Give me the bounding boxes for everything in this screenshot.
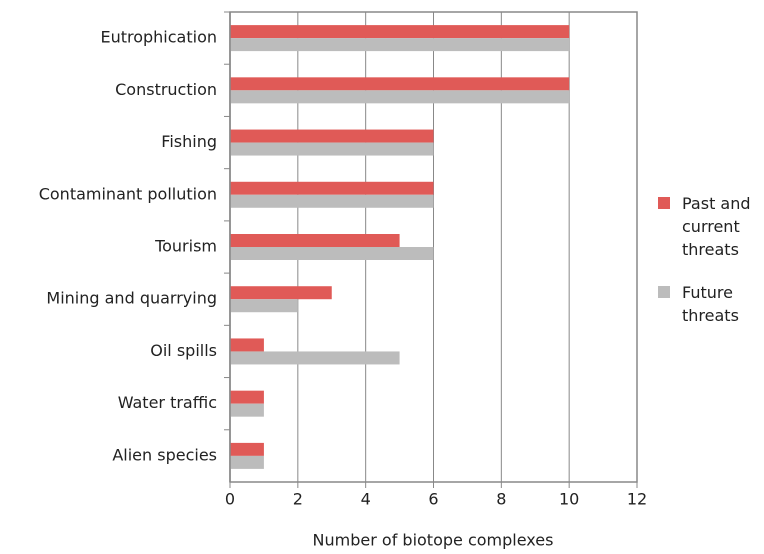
legend-item: Future threats: [658, 281, 764, 327]
y-tick-label: Contaminant pollution: [39, 184, 217, 203]
legend-label: Future threats: [682, 283, 739, 325]
legend-swatch: [658, 286, 670, 298]
legend-swatch: [658, 197, 670, 209]
y-tick-label: Mining and quarrying: [46, 289, 217, 308]
bar: [230, 38, 570, 52]
bar: [230, 299, 298, 313]
y-tick-label: Tourism: [154, 237, 217, 256]
bar: [230, 442, 264, 456]
x-axis-title: Number of biotope complexes: [313, 531, 554, 550]
y-tick-label: Oil spills: [150, 341, 217, 360]
bar: [230, 142, 434, 156]
bar: [230, 194, 434, 208]
bar: [230, 234, 400, 247]
bar: [230, 455, 264, 469]
bar: [230, 390, 264, 404]
legend-item: Past and current threats: [658, 192, 764, 261]
x-tick-label: 6: [428, 490, 438, 509]
y-tick-label: Eutrophication: [100, 28, 217, 47]
bar: [230, 338, 264, 352]
bar: [230, 129, 434, 143]
x-tick-label: 10: [559, 490, 579, 509]
bar: [230, 351, 400, 365]
bar: [230, 90, 570, 104]
bar: [230, 286, 332, 300]
y-tick-label: Construction: [115, 80, 217, 99]
x-tick-label: 2: [293, 490, 303, 509]
x-tick-label: 8: [496, 490, 506, 509]
legend-label: Past and current threats: [682, 194, 751, 259]
bar: [230, 247, 434, 260]
y-tick-label: Water traffic: [118, 393, 217, 412]
y-tick-label: Fishing: [161, 132, 217, 151]
bar: [230, 77, 570, 91]
bar: [230, 181, 434, 195]
x-tick-label: 0: [225, 490, 235, 509]
legend: Past and current threats Future threats: [658, 192, 764, 347]
y-tick-label: Alien species: [112, 445, 217, 464]
bar: [230, 403, 264, 417]
x-tick-label: 4: [361, 490, 371, 509]
bar: [230, 25, 570, 39]
x-tick-label: 12: [627, 490, 647, 509]
